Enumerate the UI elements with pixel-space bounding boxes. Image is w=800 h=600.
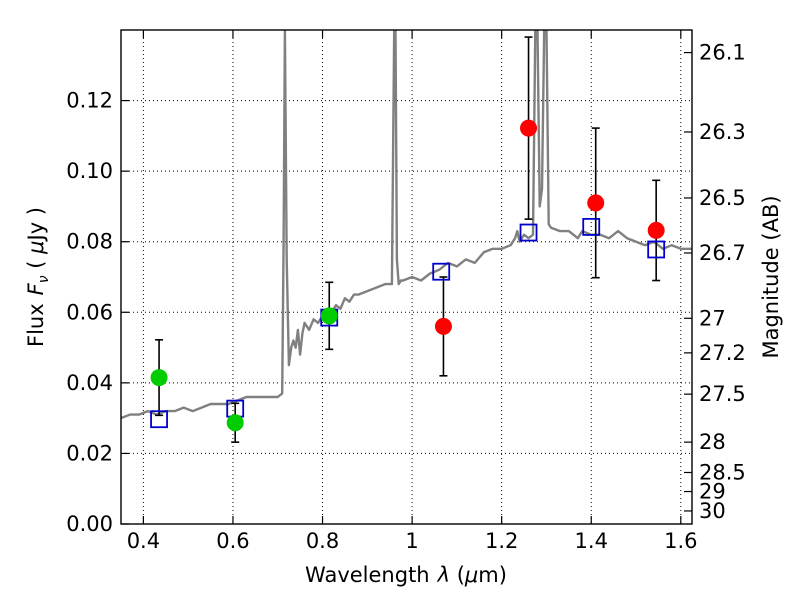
y-label-unit-mu: μ — [24, 241, 48, 255]
x-tick-label: 0.8 — [306, 529, 339, 553]
x-axis-label: Wavelength λ (μm) — [305, 563, 507, 587]
x-tick-label: 1.2 — [485, 529, 518, 553]
y-label-unit-open: ( — [24, 254, 48, 276]
y-tick-label: 0.02 — [66, 441, 113, 465]
axes-frame — [120, 29, 693, 525]
spectrum-line — [121, 30, 692, 420]
y2-axis-label: Magnitude (AB) — [759, 195, 783, 358]
y-label-symbol: F — [24, 282, 48, 295]
x-label-unit-mu: μ — [464, 563, 478, 587]
y-tick-label: 0.06 — [66, 300, 113, 324]
model-photometry-square — [519, 223, 538, 242]
markers — [150, 119, 666, 432]
measured-point-nir — [587, 194, 605, 212]
y-tick-label: 0.04 — [66, 371, 113, 395]
measured-point-optical — [150, 369, 168, 387]
y-label-sub: ν — [36, 275, 52, 283]
model-photometry-square — [432, 262, 451, 281]
y-axis-label: Flux Fν ( μJy ) — [24, 207, 52, 347]
x-label-unit-close: m) — [478, 563, 507, 587]
model-photometry-square — [150, 410, 168, 429]
x-label-symbol: λ — [437, 563, 450, 587]
y2-tick-label: 27 — [699, 306, 726, 330]
x-tick-label: 1 — [405, 529, 418, 553]
model-photometry-square — [647, 240, 666, 259]
measured-point-optical — [320, 307, 338, 325]
y2-tick-label: 27.5 — [699, 382, 746, 406]
y2-tick-label: 26.1 — [699, 41, 746, 65]
y-label-unit-close: Jy ) — [24, 207, 48, 243]
y2-tick-label: 26.7 — [699, 241, 746, 265]
y2-tick-label: 29 — [699, 480, 726, 504]
y2-tick-label: 28 — [699, 430, 726, 454]
x-label-unit-open: ( — [450, 563, 465, 587]
measured-point-nir — [520, 119, 538, 137]
plot-area — [121, 30, 692, 420]
y-tick-label: 0.12 — [66, 89, 113, 113]
measured-point-nir — [434, 317, 452, 335]
y-tick-label: 0.08 — [66, 230, 113, 254]
y2-tick-label: 26.5 — [699, 186, 746, 210]
y-label-text: Flux — [24, 303, 48, 347]
y2-tick-label: 30 — [699, 499, 726, 523]
y-tick-label: 0.10 — [66, 159, 113, 183]
model-photometry-square — [582, 217, 601, 236]
measured-point-optical — [226, 414, 244, 432]
x-tick-label: 0.6 — [216, 529, 249, 553]
x-tick-label: 1.4 — [575, 529, 608, 553]
x-label-text: Wavelength — [305, 563, 430, 587]
y2-tick-label: 27.2 — [699, 341, 746, 365]
y2-tick-label: 28.5 — [699, 460, 746, 484]
x-tick-label: 1.6 — [664, 529, 697, 553]
y2-tick-label: 26.3 — [699, 120, 746, 144]
y-tick-label: 0.00 — [66, 512, 113, 536]
x-tick-label: 0.4 — [127, 529, 160, 553]
ticks: 0.4 0.6 0.8 1 1.2 1.4 1.6 0.00 0.02 0.04 0.06 0.08 0… — [66, 30, 746, 553]
measured-point-nir — [647, 221, 665, 239]
